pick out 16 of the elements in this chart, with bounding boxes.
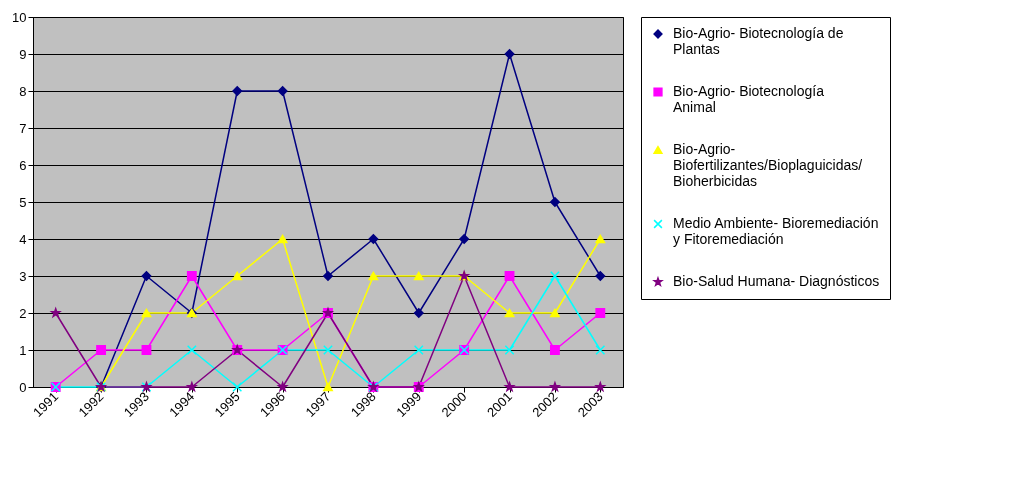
y-tick-label: 8 (19, 83, 27, 99)
y-tick-label: 2 (19, 305, 27, 321)
y-tick-label: 9 (19, 46, 27, 62)
y-tick-label: 5 (19, 194, 27, 210)
y-tick-label: 4 (19, 231, 27, 247)
legend-label: Bio-Salud Humana- Diagnósticos (673, 273, 880, 289)
y-tick-label: 3 (19, 268, 27, 284)
y-tick-label: 7 (19, 120, 27, 136)
y-tick-label: 1 (19, 342, 27, 358)
y-tick-label: 0 (19, 379, 27, 395)
legend-label: Bio-Agrio- Biotecnología de Plantas (673, 25, 844, 57)
legend-label: Medio Ambiente- Bioremediación y Fitoremediación (673, 215, 879, 247)
y-tick-label: 6 (19, 157, 27, 173)
legend-label: Bio-Agrio- Biofertilizantes/Bioplaguicidas/ Bioherbicidas (673, 141, 863, 189)
y-tick-label: 10 (12, 9, 27, 25)
legend-label: Bio-Agrio- Biotecnología Animal (673, 83, 825, 115)
